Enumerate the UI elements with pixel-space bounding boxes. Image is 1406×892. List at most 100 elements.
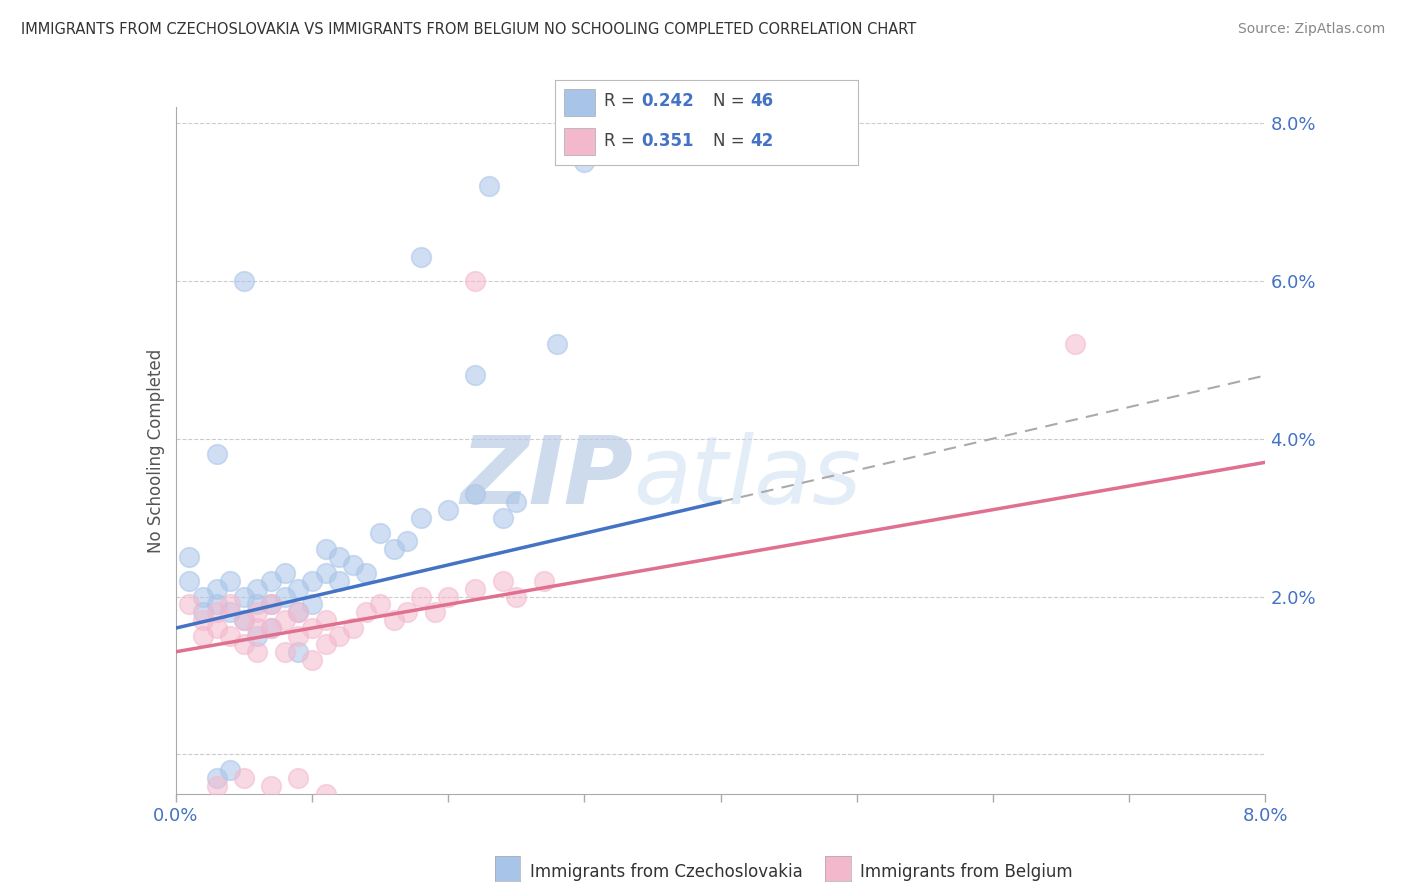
Point xyxy=(246,598,269,612)
Point xyxy=(342,621,364,635)
Point xyxy=(533,574,555,588)
Point xyxy=(492,574,515,588)
Point xyxy=(409,250,432,264)
Point xyxy=(356,566,378,580)
Text: Immigrants from Belgium: Immigrants from Belgium xyxy=(860,863,1073,881)
Point xyxy=(191,629,214,643)
Point xyxy=(423,605,446,619)
Point xyxy=(191,605,214,619)
Point xyxy=(437,590,460,604)
Point xyxy=(232,613,254,627)
Point xyxy=(260,621,283,635)
Point xyxy=(205,447,228,461)
Point xyxy=(382,542,405,557)
Point xyxy=(191,613,214,627)
Point xyxy=(464,487,486,501)
Point xyxy=(356,605,378,619)
Point xyxy=(205,582,228,596)
Point xyxy=(287,629,309,643)
Point xyxy=(232,274,254,288)
Point xyxy=(179,598,201,612)
Point xyxy=(382,613,405,627)
Point xyxy=(301,598,323,612)
Point xyxy=(205,621,228,635)
Text: N =: N = xyxy=(713,132,749,150)
Point xyxy=(246,621,269,635)
Point xyxy=(328,629,350,643)
Point xyxy=(205,598,228,612)
Point xyxy=(287,771,309,785)
Point xyxy=(205,605,228,619)
Point xyxy=(260,598,283,612)
Point xyxy=(287,582,309,596)
Point xyxy=(232,637,254,651)
Point xyxy=(1063,337,1085,351)
Bar xyxy=(564,89,595,116)
Point xyxy=(179,549,201,564)
Point xyxy=(409,510,432,524)
Point xyxy=(260,779,283,793)
Point xyxy=(219,629,242,643)
Point xyxy=(246,629,269,643)
Point xyxy=(328,549,350,564)
Text: ZIP: ZIP xyxy=(461,432,633,524)
Text: R =: R = xyxy=(603,132,640,150)
Point xyxy=(464,274,486,288)
Point xyxy=(287,645,309,659)
Point xyxy=(328,574,350,588)
Point xyxy=(409,590,432,604)
Point xyxy=(301,574,323,588)
Point xyxy=(368,598,391,612)
Point xyxy=(287,605,309,619)
Point xyxy=(301,653,323,667)
Point xyxy=(219,605,242,619)
Point xyxy=(246,605,269,619)
Point xyxy=(315,637,337,651)
Point xyxy=(179,574,201,588)
Point xyxy=(274,566,297,580)
Point xyxy=(205,771,228,785)
Point xyxy=(205,779,228,793)
Point xyxy=(219,763,242,777)
Point xyxy=(232,613,254,627)
Text: R =: R = xyxy=(603,93,640,111)
Text: 46: 46 xyxy=(751,93,773,111)
Point xyxy=(274,590,297,604)
Point xyxy=(219,574,242,588)
Text: Source: ZipAtlas.com: Source: ZipAtlas.com xyxy=(1237,22,1385,37)
Point xyxy=(246,582,269,596)
Point xyxy=(219,598,242,612)
Text: IMMIGRANTS FROM CZECHOSLOVAKIA VS IMMIGRANTS FROM BELGIUM NO SCHOOLING COMPLETED: IMMIGRANTS FROM CZECHOSLOVAKIA VS IMMIGR… xyxy=(21,22,917,37)
Point xyxy=(287,605,309,619)
Text: 42: 42 xyxy=(751,132,773,150)
Point xyxy=(246,645,269,659)
Point xyxy=(492,510,515,524)
Text: 0.351: 0.351 xyxy=(641,132,695,150)
Point xyxy=(232,771,254,785)
Bar xyxy=(564,128,595,155)
Point xyxy=(260,598,283,612)
Point xyxy=(274,645,297,659)
Point xyxy=(315,542,337,557)
Text: N =: N = xyxy=(713,93,749,111)
Point xyxy=(315,613,337,627)
Point xyxy=(396,534,419,549)
Point xyxy=(464,582,486,596)
Point xyxy=(368,526,391,541)
Text: atlas: atlas xyxy=(633,433,862,524)
Point xyxy=(274,613,297,627)
Point xyxy=(437,502,460,516)
Point xyxy=(260,621,283,635)
Point xyxy=(396,605,419,619)
Point xyxy=(505,590,527,604)
Point xyxy=(505,495,527,509)
Point xyxy=(478,179,501,194)
Text: Immigrants from Czechoslovakia: Immigrants from Czechoslovakia xyxy=(530,863,803,881)
Point xyxy=(232,590,254,604)
Point xyxy=(464,368,486,383)
Point xyxy=(260,574,283,588)
Y-axis label: No Schooling Completed: No Schooling Completed xyxy=(146,349,165,552)
Point xyxy=(301,621,323,635)
Point xyxy=(342,558,364,572)
Point xyxy=(315,566,337,580)
